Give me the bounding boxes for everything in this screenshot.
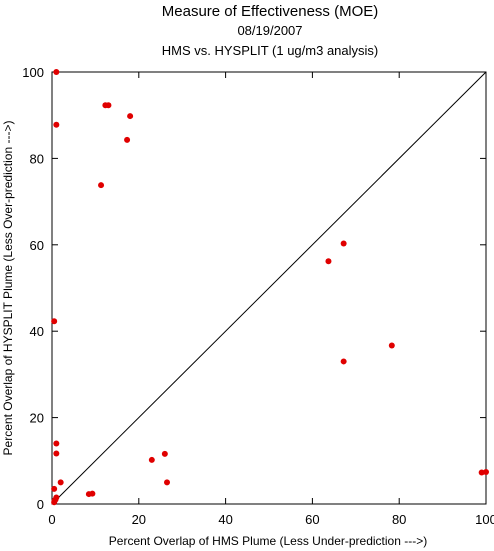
chart-title: Measure of Effectiveness (MOE) <box>162 3 378 20</box>
data-point <box>127 113 134 120</box>
one-to-one-line <box>51 71 487 505</box>
data-point <box>124 136 131 143</box>
y-tick-label: 80 <box>30 151 44 166</box>
x-tick-label: 100 <box>475 512 494 527</box>
y-tick-label: 40 <box>30 324 44 339</box>
data-point <box>51 318 58 325</box>
data-point <box>89 490 96 497</box>
plot-frame <box>51 71 487 505</box>
data-point <box>483 469 489 476</box>
data-point <box>340 358 347 365</box>
data-point <box>148 456 155 463</box>
y-tick-label: 20 <box>30 411 44 426</box>
x-axis-label: Percent Overlap of HMS Plume (Less Under… <box>109 534 427 548</box>
x-tick-label: 0 <box>48 512 55 527</box>
data-point <box>478 469 485 476</box>
data-point <box>388 342 395 349</box>
data-point <box>57 479 64 486</box>
data-point <box>53 69 60 75</box>
y-axis-label: Percent Overlap of HYSPLIT Plume (Less O… <box>1 121 15 456</box>
data-point <box>51 499 58 506</box>
y-tick-label: 100 <box>22 65 44 80</box>
x-tick-label: 20 <box>132 512 146 527</box>
chart-date: 08/19/2007 <box>237 23 302 38</box>
y-tick-label: 60 <box>30 238 44 253</box>
data-point <box>98 182 105 189</box>
x-tick-label: 80 <box>392 512 406 527</box>
y-tick-label: 0 <box>37 497 44 512</box>
data-point <box>53 440 60 447</box>
data-point <box>340 240 347 247</box>
data-point <box>53 121 60 128</box>
plot-area: 0 20 40 60 80 100 0 20 40 60 80 100 <box>22 65 494 527</box>
x-tick-label: 40 <box>218 512 232 527</box>
y-tick-labels: 0 20 40 60 80 100 <box>22 65 44 512</box>
data-point <box>164 479 171 486</box>
data-point <box>53 450 60 457</box>
data-points <box>51 69 489 506</box>
x-tick-label: 60 <box>305 512 319 527</box>
x-tick-labels: 0 20 40 60 80 100 <box>48 512 494 527</box>
data-point <box>325 258 332 265</box>
data-point <box>105 102 112 109</box>
data-point <box>51 485 58 492</box>
chart-subtitle: HMS vs. HYSPLIT (1 ug/m3 analysis) <box>162 43 379 58</box>
data-point <box>161 450 168 457</box>
